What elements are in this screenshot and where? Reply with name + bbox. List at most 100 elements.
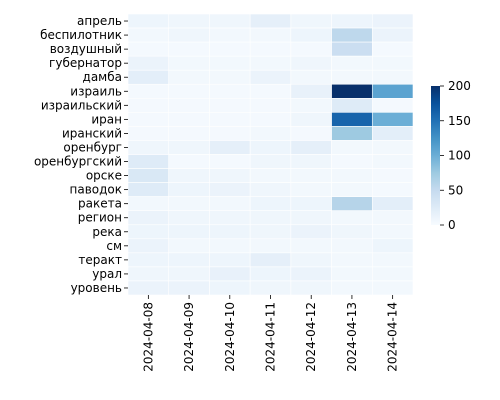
heatmap-cell — [249, 266, 292, 282]
x-tick-label: 2024-04-13 — [345, 302, 359, 372]
heatmap-cell — [331, 126, 373, 141]
heatmap-cell — [168, 182, 210, 197]
y-tick-label: воздушный — [50, 42, 122, 56]
heatmap-cell — [209, 140, 251, 155]
heatmap-cell — [249, 252, 292, 268]
heatmap-cell — [127, 69, 170, 85]
heatmap-cell — [127, 154, 170, 169]
heatmap-cell — [290, 69, 332, 85]
heatmap-cell — [371, 41, 414, 57]
colorbar-tick-label: 50 — [448, 183, 463, 197]
heatmap-cell — [371, 210, 414, 226]
heatmap-cell — [209, 55, 251, 71]
heatmap-cell — [168, 98, 210, 113]
heatmap-cell — [127, 13, 170, 29]
heatmap-cell — [331, 280, 373, 296]
y-tick-label: паводок — [70, 183, 123, 197]
heatmap-cell — [127, 140, 170, 155]
heatmap-cell — [168, 196, 210, 211]
colorbar-tick-label: 100 — [448, 149, 471, 163]
heatmap-cell — [209, 154, 251, 169]
heatmap-cell — [371, 266, 414, 282]
heatmap-cell — [168, 69, 210, 85]
heatmap-cell — [249, 27, 292, 43]
heatmap-cell — [168, 210, 210, 226]
heatmap-cell — [127, 224, 170, 240]
heatmap-cell — [249, 98, 292, 113]
heatmap-cell — [127, 238, 170, 254]
heatmap-cell — [127, 27, 170, 43]
heatmap-cell — [290, 112, 332, 127]
heatmap-cell — [168, 27, 210, 43]
heatmap-cell — [331, 182, 373, 197]
heatmap-cell — [209, 126, 251, 141]
x-tick-label: 2024-04-14 — [386, 302, 400, 372]
heatmap-cell — [209, 168, 251, 183]
heatmap-cell — [331, 168, 373, 183]
heatmap-cell — [249, 210, 292, 226]
heatmap-cell — [249, 83, 292, 99]
heatmap-cell — [371, 83, 414, 99]
heatmap-cell — [249, 168, 292, 183]
heatmap-cell — [249, 112, 292, 127]
heatmap-cell — [249, 154, 292, 169]
y-tick-label: иран — [91, 112, 122, 126]
heatmap-cell — [127, 83, 170, 99]
heatmap-cell — [168, 41, 210, 57]
heatmap-cell — [249, 41, 292, 57]
heatmap-cell — [331, 196, 373, 211]
heatmap-cell — [209, 252, 251, 268]
heatmap-cell — [331, 41, 373, 57]
heatmap-cell — [290, 27, 332, 43]
heatmap-cell — [127, 168, 170, 183]
heatmap-cell — [331, 140, 373, 155]
heatmap-cell — [371, 280, 414, 296]
heatmap-cell — [127, 196, 170, 211]
colorbar-tick-label: 0 — [448, 218, 456, 232]
heatmap-cell — [127, 280, 170, 296]
heatmap-cell — [168, 168, 210, 183]
heatmap-cell — [371, 69, 414, 85]
colorbar-tick-label: 150 — [448, 114, 471, 128]
heatmap-cell — [168, 252, 210, 268]
heatmap-cell — [249, 224, 292, 240]
heatmap-cell — [168, 140, 210, 155]
heatmap-cell — [290, 182, 332, 197]
heatmap-cell — [371, 196, 414, 211]
heatmap-cell — [127, 252, 170, 268]
heatmap-cell — [168, 55, 210, 71]
heatmap-cell — [168, 112, 210, 127]
heatmap-cell — [290, 280, 332, 296]
heatmap-cell — [127, 41, 170, 57]
colorbar-tick-label: 200 — [448, 79, 471, 93]
heatmap-cell — [209, 210, 251, 226]
heatmap-cell — [371, 168, 414, 183]
heatmap-cell — [331, 83, 373, 99]
heatmap-cell — [290, 224, 332, 240]
y-tick-label: губернатор — [49, 56, 122, 70]
heatmap-cell — [290, 41, 332, 57]
heatmap-cell — [209, 41, 251, 57]
colorbar-gradient — [431, 86, 440, 225]
y-axis: апрельбеспилотниквоздушныйгубернатордамб… — [34, 14, 128, 295]
y-tick-label: иранский — [62, 126, 122, 140]
x-tick-label: 2024-04-11 — [264, 302, 278, 372]
y-tick-label: урал — [92, 267, 122, 281]
y-tick-label: апрель — [77, 14, 122, 28]
heatmap-cell — [371, 55, 414, 71]
heatmap-cell — [371, 238, 414, 254]
heatmap-cell — [127, 266, 170, 282]
heatmap-cell — [168, 13, 210, 29]
heatmap-cell — [168, 280, 210, 296]
heatmap-cell — [249, 140, 292, 155]
heatmap-cell — [249, 55, 292, 71]
heatmap-cell — [331, 238, 373, 254]
heatmap-cell — [290, 238, 332, 254]
heatmap-cell — [209, 13, 251, 29]
heatmap-cell — [371, 252, 414, 268]
heatmap-cell — [290, 154, 332, 169]
heatmap-cell — [209, 69, 251, 85]
y-tick-label: дамба — [83, 70, 122, 84]
heatmap-cell — [209, 27, 251, 43]
heatmap-cell — [290, 55, 332, 71]
